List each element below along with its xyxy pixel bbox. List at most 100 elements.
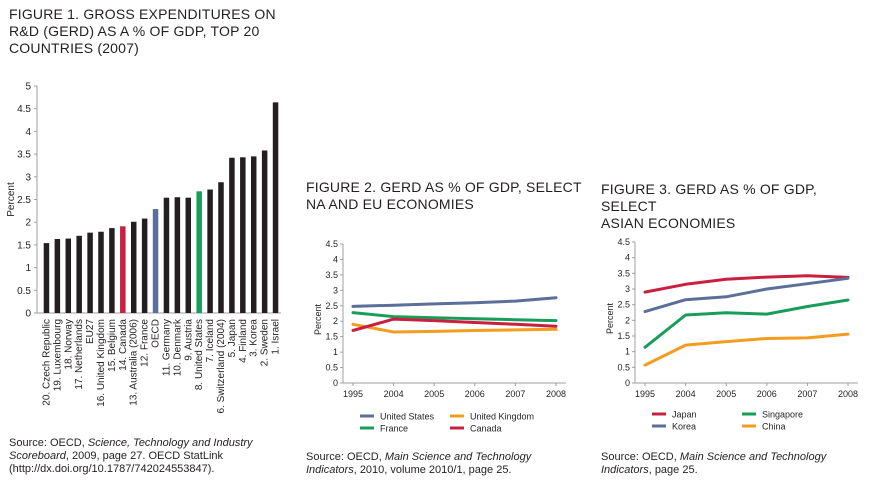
fig1-x-tick-label: 16. United Kingdom [96, 319, 107, 407]
fig1-bar [87, 232, 93, 313]
fig1-bar [240, 157, 246, 313]
fig1-x-tick-label: EU27 [85, 319, 96, 344]
fig1-y-tick-label: 1.5 [17, 240, 31, 251]
fig2-x-tick-label: 2004 [384, 389, 404, 399]
fig1-x-tick-label: 15. Belgium [107, 319, 118, 372]
fig2-y-tick-label: 4.5 [325, 239, 338, 249]
fig3-y-tick-label: 3 [625, 284, 630, 294]
fig1-bar [174, 197, 181, 313]
fig1-x-tick-label: 17. Netherlands [74, 319, 85, 390]
fig3-legend-label: Japan [672, 410, 697, 420]
fig1-x-tick-label: 6. Switzerland (2004) [216, 319, 227, 414]
fig3-x-tick-label: 1995 [635, 389, 655, 399]
fig2-y-tick-label: 2 [333, 316, 338, 326]
fig2-series-line [351, 311, 558, 323]
fig2-x-tick-label: 2008 [546, 389, 566, 399]
fig2-y-tick-label: 1 [333, 347, 338, 357]
fig1-x-tick-label: 1. Israel [271, 319, 282, 355]
fig1-bar [218, 182, 224, 313]
fig2-y-tick-label: 3 [333, 285, 338, 295]
figure1-source: Source: OECD, Science, Technology and In… [9, 437, 253, 475]
fig1-x-tick-label: 11. Germany [161, 319, 172, 376]
fig1-bar [65, 238, 72, 313]
fig1-x-tick-label: OECD [151, 319, 162, 348]
fig2-legend-label: France [380, 424, 408, 434]
fig2-y-tick-label: 3.5 [325, 270, 338, 280]
fig3-legend-label: China [762, 422, 786, 432]
fig1-y-tick-label: 5 [25, 82, 31, 93]
fig1-x-tick-label: 19. Luxembourg [52, 319, 63, 391]
fig3-y-tick-label: 2.5 [617, 300, 630, 310]
fig1-x-tick-label: 9. Austria [183, 319, 194, 361]
fig3-x-tick-label: 2007 [797, 389, 817, 399]
fig1-bar [54, 238, 61, 313]
fig1-x-tick-label: 5. Japan [227, 319, 238, 357]
fig1-y-tick-label: 4 [25, 127, 31, 138]
fig3-y-tick-label: 0 [625, 378, 630, 388]
fig1-y-tick-label: 2 [25, 218, 31, 229]
fig1-x-tick-label: 4. Finland [238, 319, 249, 363]
fig1-y-tick-label: 0.5 [17, 286, 31, 297]
fig3-series-line [643, 276, 850, 314]
fig1-y-tick-label: 1 [25, 263, 31, 274]
fig1-y-tick-label: 0 [25, 309, 31, 320]
fig3-x-tick-label: 2005 [716, 389, 736, 399]
fig1-bar [272, 102, 279, 314]
fig1-bar [141, 218, 148, 313]
fig1-y-tick-label: 3 [25, 172, 31, 183]
fig3-y-tick-label: 2 [625, 315, 630, 325]
figure3-title: FIGURE 3. GERD AS % OF GDP, SELECT ASIAN… [601, 181, 817, 231]
fig2-legend-label: United States [380, 412, 435, 422]
fig1-bar [152, 209, 159, 313]
fig1-bar [207, 189, 213, 313]
fig1-x-tick-label: 20. Czech Republic [41, 319, 52, 406]
fig1-x-tick-label: 12. France [140, 319, 151, 367]
fig3-y-tick-label: 4 [625, 253, 630, 263]
figure3-source: Source: OECD, Main Science and Technolog… [601, 451, 827, 476]
fig3-y-tick-label: 4.5 [617, 237, 630, 247]
fig1-x-tick-label: 7. Iceland [205, 319, 216, 362]
fig1-y-tick-label: 3.5 [17, 150, 31, 161]
fig1-x-tick-label: 3. Korea [249, 319, 260, 357]
fig3-legend-label: Korea [672, 422, 696, 432]
figure2-title: FIGURE 2. GERD AS % OF GDP, SELECT NA AN… [306, 179, 582, 212]
fig1-bar [185, 197, 192, 313]
fig1-bar [130, 221, 137, 313]
fig2-x-tick-label: 2005 [424, 389, 444, 399]
fig1-x-tick-label: 2. Sweden [260, 319, 271, 366]
fig3-y-tick-label: 0.5 [617, 362, 630, 372]
fig1-bar [43, 243, 50, 313]
fig1-bar [109, 228, 115, 313]
fig1-x-tick-label: 18. Norway [63, 319, 74, 370]
fig2-legend-label: Canada [470, 424, 502, 434]
fig2-x-tick-label: 2007 [505, 389, 525, 399]
fig3-series-line [643, 332, 850, 367]
figure2-source: Source: OECD, Main Science and Technolog… [306, 451, 532, 476]
fig1-x-tick-label: 14. Canada [118, 319, 129, 371]
fig1-bar [120, 226, 126, 313]
fig1-bar [229, 157, 235, 313]
fig1-y-label: Percent [6, 182, 17, 217]
fig3-x-tick-label: 2004 [676, 389, 696, 399]
fig2-y-tick-label: 0 [333, 378, 338, 388]
fig1-bar [163, 197, 170, 313]
fig3-x-tick-label: 2006 [757, 389, 777, 399]
fig1-bar [250, 156, 257, 313]
fig2-legend-label: United Kingdom [470, 412, 534, 422]
fig1-bar [196, 191, 202, 313]
fig3-y-label: Percent [605, 302, 615, 334]
figure1-title: FIGURE 1. GROSS EXPENDITURES ON R&D (GER… [9, 6, 276, 56]
fig1-bar [76, 235, 82, 313]
fig1-x-tick-label: 8. United States [194, 319, 205, 390]
fig2-y-tick-label: 4 [333, 254, 338, 264]
fig2-series-line [351, 322, 558, 334]
fig1-y-tick-label: 2.5 [17, 195, 31, 206]
fig2-series-line [351, 317, 558, 332]
fig1-x-tick-label: 10. Denmark [172, 318, 183, 376]
fig3-series-line [643, 298, 850, 349]
fig2-y-tick-label: 1.5 [325, 332, 338, 342]
fig2-y-tick-label: 2.5 [325, 301, 338, 311]
fig2-y-label: Percent [313, 303, 323, 335]
fig3-legend-label: Singapore [762, 410, 803, 420]
